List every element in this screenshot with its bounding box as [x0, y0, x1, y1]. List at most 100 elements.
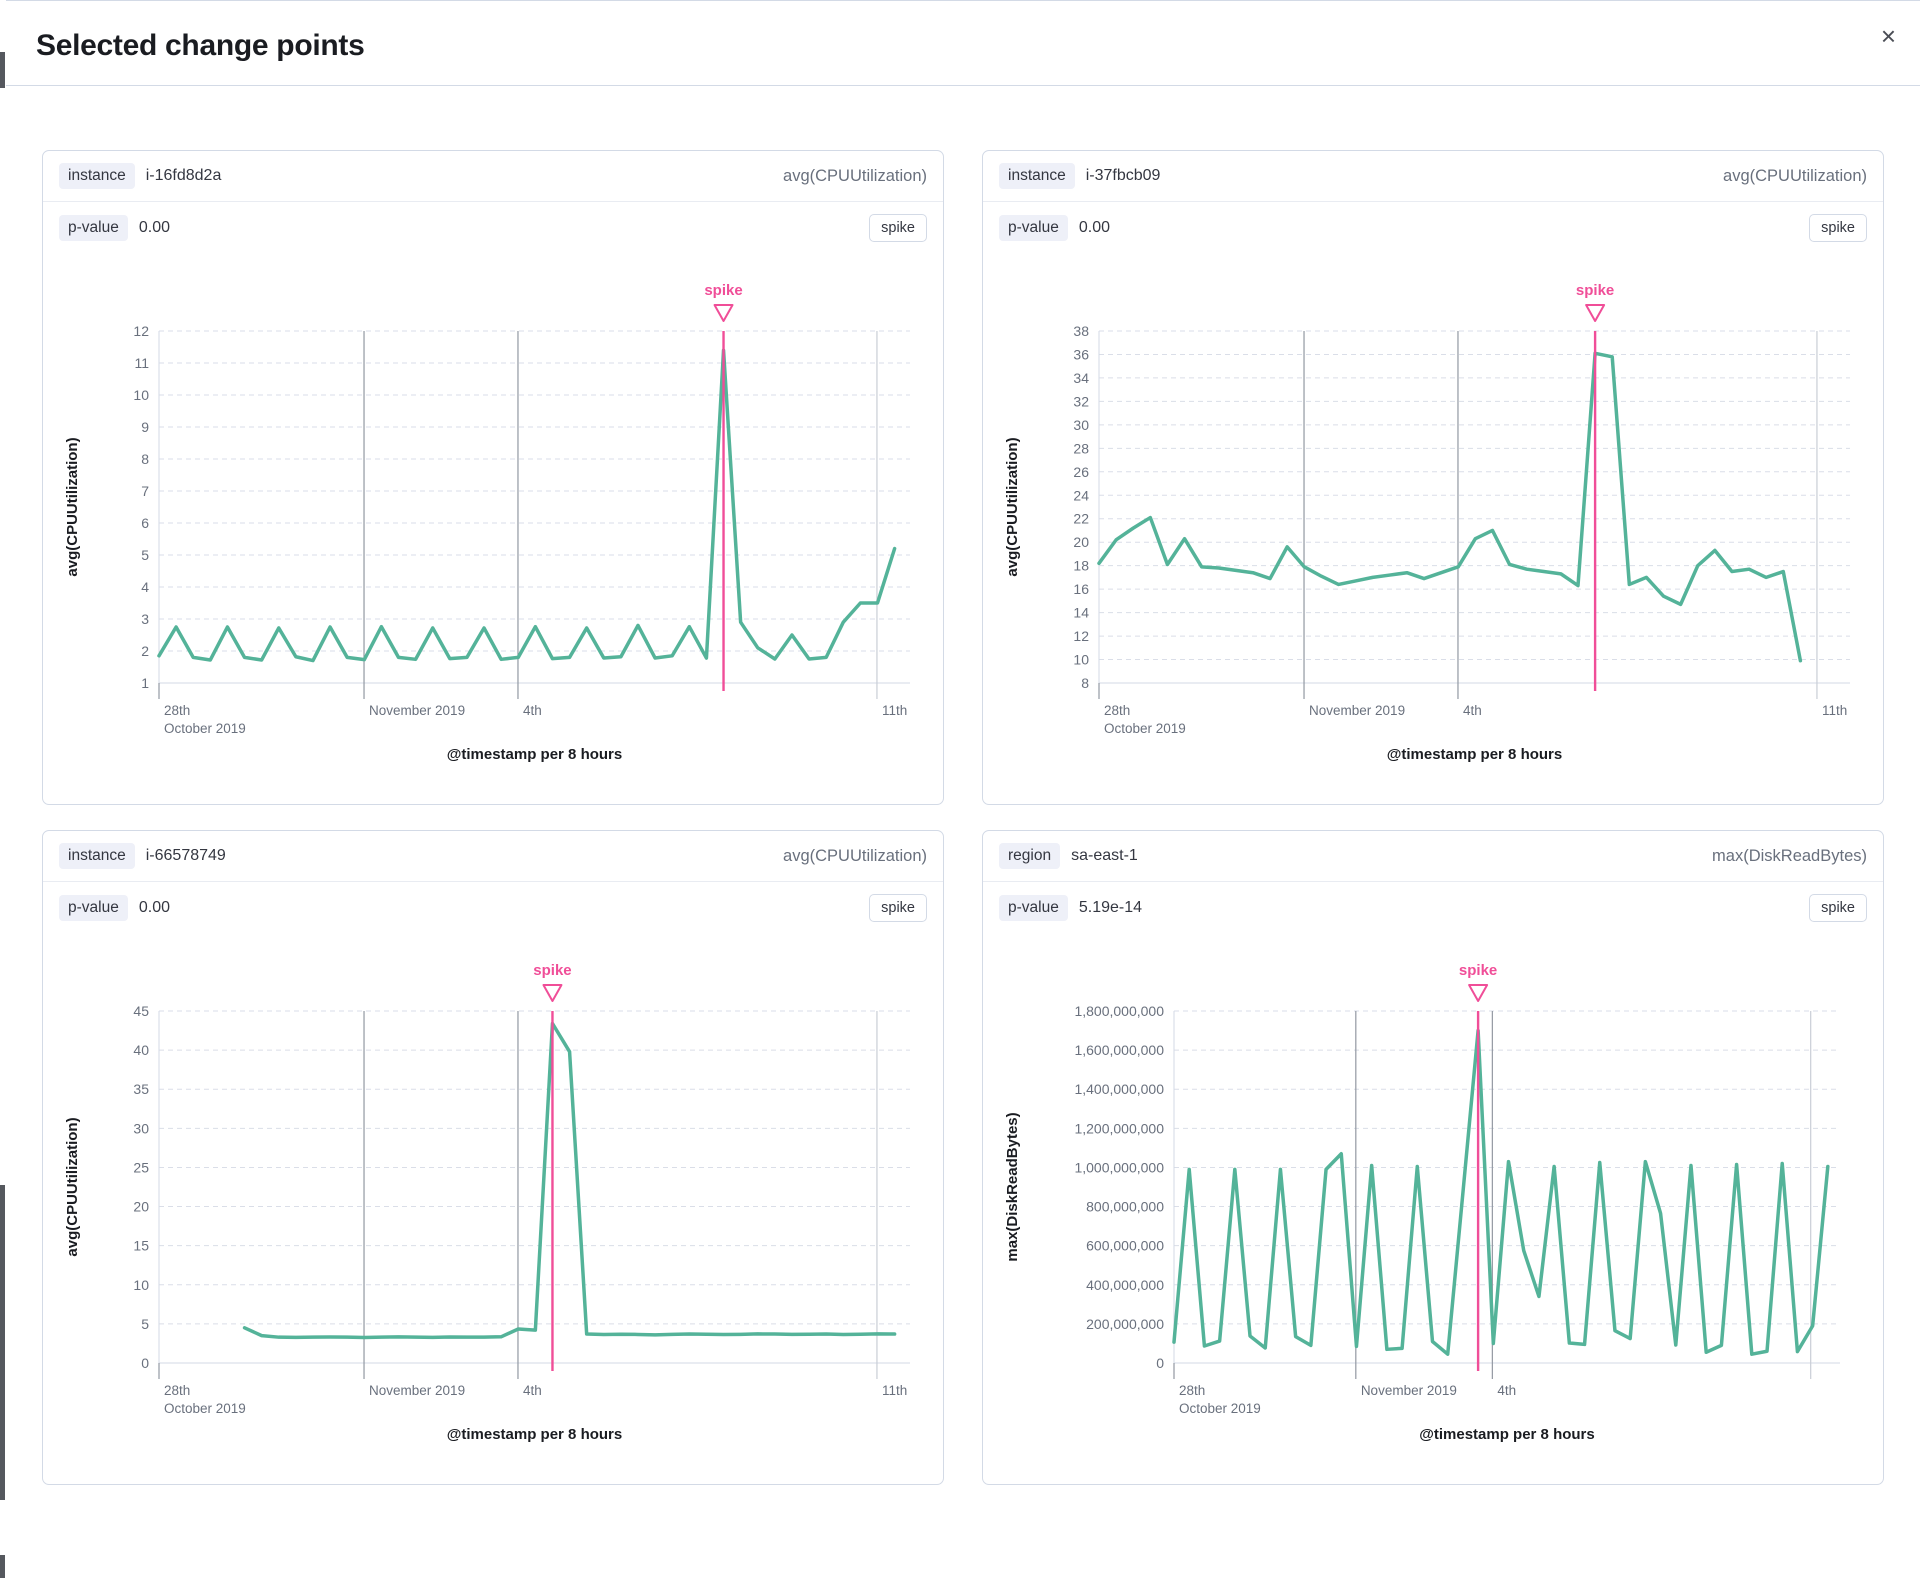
y-tick-label: 400,000,000	[1086, 1277, 1164, 1293]
page-behind-sliver	[0, 52, 5, 88]
y-tick-label: 800,000,000	[1086, 1199, 1164, 1215]
y-axis-title: avg(CPUUtilization)	[64, 437, 81, 576]
x-tick-label: 4th	[1463, 703, 1482, 718]
chart-area: 0 5 10 15 20 25 30 35 40 45 28th October 2019 Novemb…	[43, 934, 943, 1458]
y-tick-label: 12	[133, 323, 149, 339]
chart-area: 8 10 12 14 16 18 20 22 24 26 28 30 32 34 36 38 28th Octob…	[983, 254, 1883, 778]
y-tick-label: 22	[1073, 511, 1089, 527]
change-type-badge[interactable]: spike	[869, 894, 927, 922]
spike-annotation-label: spike	[1459, 962, 1497, 979]
split-field-badge: instance	[59, 843, 135, 869]
y-tick-label: 11	[134, 355, 149, 371]
y-tick-label: 10	[1073, 652, 1089, 668]
x-tick-label: 11th	[882, 703, 907, 718]
x-tick-sublabel: October 2019	[164, 1401, 246, 1416]
y-tick-label: 25	[133, 1159, 149, 1175]
series-line	[1172, 1028, 1830, 1356]
split-field-badge: region	[999, 843, 1061, 869]
spike-annotation-label: spike	[1576, 282, 1614, 299]
y-tick-label: 38	[1073, 323, 1089, 339]
y-tick-label: 7	[141, 483, 149, 499]
p-value: 0.00	[1078, 219, 1110, 236]
y-tick-label: 28	[1073, 440, 1089, 456]
y-tick-label: 34	[1073, 370, 1089, 386]
page-title: Selected change points	[36, 29, 365, 62]
change-points-modal: Selected change points × instance i-16fd…	[6, 0, 1920, 1578]
metric-label: avg(CPUUtilization)	[1723, 166, 1867, 185]
p-value-badge: p-value	[999, 895, 1068, 921]
split-field-badge: instance	[59, 163, 135, 189]
y-tick-label: 1	[141, 675, 149, 691]
change-point-panel: instance i-16fd8d2a avg(CPUUtilization) …	[42, 150, 944, 805]
y-tick-label: 30	[133, 1120, 149, 1136]
panel-header-row: instance i-66578749 avg(CPUUtilization)	[43, 831, 943, 882]
y-tick-label: 45	[133, 1003, 149, 1019]
x-tick-label: 28th	[1179, 1383, 1205, 1398]
x-tick-sublabel: October 2019	[164, 721, 246, 736]
y-tick-label: 3	[141, 611, 149, 627]
series-line	[1097, 351, 1803, 663]
panel-stats-row: p-value 5.19e-14 spike	[983, 882, 1883, 934]
spike-annotation-label: spike	[704, 282, 742, 299]
y-tick-label: 200,000,000	[1086, 1316, 1164, 1332]
y-tick-label: 12	[1073, 628, 1089, 644]
x-tick-sublabel: October 2019	[1104, 721, 1186, 736]
metric-label: avg(CPUUtilization)	[783, 166, 927, 185]
y-tick-label: 1,400,000,000	[1074, 1081, 1164, 1097]
y-tick-label: 35	[133, 1081, 149, 1097]
y-tick-label: 16	[1073, 581, 1089, 597]
y-tick-label: 4	[141, 579, 149, 595]
x-tick-label: 11th	[882, 1383, 907, 1398]
spike-triangle-icon	[1585, 304, 1606, 322]
x-tick-label: 4th	[523, 1383, 542, 1398]
y-tick-label: 14	[1073, 605, 1089, 621]
y-tick-label: 2	[141, 643, 149, 659]
series-line	[157, 348, 897, 663]
series-line	[242, 1021, 897, 1340]
p-value: 0.00	[138, 219, 170, 236]
y-axis-title: avg(CPUUtilization)	[64, 1117, 81, 1256]
y-tick-label: 1,000,000,000	[1074, 1159, 1164, 1175]
y-tick-label: 5	[141, 547, 149, 563]
x-tick-label: 11th	[1822, 703, 1847, 718]
y-tick-label: 6	[141, 515, 149, 531]
x-tick-label: 28th	[1104, 703, 1130, 718]
close-icon[interactable]: ×	[1875, 17, 1902, 55]
change-type-badge[interactable]: spike	[869, 214, 927, 242]
y-tick-label: 40	[133, 1042, 149, 1058]
page-behind-sliver	[0, 1555, 5, 1578]
change-point-chart: 8 10 12 14 16 18 20 22 24 26 28 30 32 34 36 38 28th Octob…	[1004, 282, 1850, 763]
y-axis-title: avg(CPUUtilization)	[1004, 437, 1021, 576]
spike-triangle-icon	[1468, 984, 1489, 1002]
change-type-badge[interactable]: spike	[1809, 214, 1867, 242]
y-axis-title: max(DiskReadBytes)	[1004, 1112, 1021, 1261]
y-tick-label: 20	[133, 1199, 149, 1215]
y-tick-label: 600,000,000	[1086, 1238, 1164, 1254]
x-tick-label: 4th	[523, 703, 542, 718]
y-tick-label: 1,200,000,000	[1074, 1120, 1164, 1136]
change-type-badge[interactable]: spike	[1809, 894, 1867, 922]
y-tick-label: 10	[133, 1277, 149, 1293]
p-value-badge: p-value	[59, 215, 128, 241]
y-tick-label: 30	[1073, 417, 1089, 433]
y-tick-label: 0	[141, 1355, 149, 1371]
spike-triangle-icon	[713, 304, 734, 322]
y-tick-label: 8	[141, 451, 149, 467]
change-point-chart: 0 200,000,000 400,000,000 600,000,000 800,00…	[1004, 962, 1840, 1443]
y-tick-label: 15	[133, 1238, 149, 1254]
panel-header-row: instance i-37fbcb09 avg(CPUUtilization)	[983, 151, 1883, 202]
split-field-value: i-66578749	[145, 847, 226, 864]
x-tick-label: November 2019	[369, 703, 465, 718]
metric-label: avg(CPUUtilization)	[783, 846, 927, 865]
y-tick-label: 20	[1073, 534, 1089, 550]
metric-label: max(DiskReadBytes)	[1712, 846, 1867, 865]
x-axis-title: @timestamp per 8 hours	[447, 1426, 623, 1443]
y-tick-label: 5	[141, 1316, 149, 1332]
y-tick-label: 24	[1073, 487, 1089, 503]
x-axis-title: @timestamp per 8 hours	[1387, 746, 1563, 763]
x-tick-label: 4th	[1497, 1383, 1516, 1398]
panel-stats-row: p-value 0.00 spike	[43, 882, 943, 934]
p-value-badge: p-value	[999, 215, 1068, 241]
panel-header-row: region sa-east-1 max(DiskReadBytes)	[983, 831, 1883, 882]
